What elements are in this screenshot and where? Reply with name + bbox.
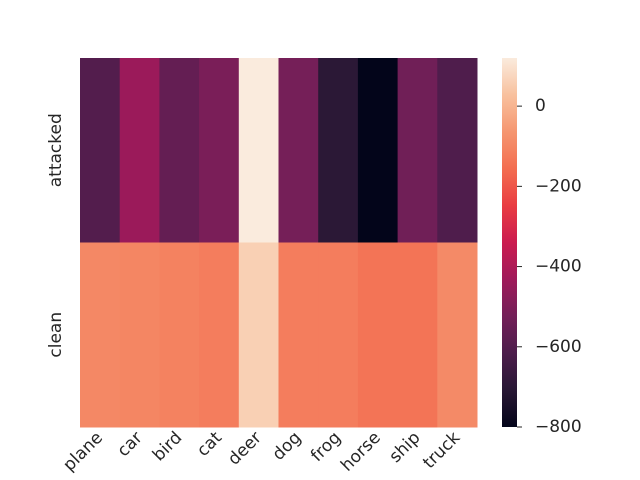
x-tick-label: ship [386, 428, 425, 467]
heatmap-cell [437, 242, 478, 428]
heatmap-cell [238, 242, 279, 428]
heatmap-cell [278, 242, 319, 428]
heatmap-cell [119, 242, 160, 428]
heatmap-cell [238, 58, 279, 243]
heatmap-cell [278, 58, 319, 243]
colorbar-tick-label: −200 [535, 176, 582, 196]
x-tick-label: plane [59, 428, 106, 475]
x-tick-label: horse [337, 428, 385, 476]
heatmap-cell [199, 242, 240, 428]
heatmap-cell [159, 58, 200, 243]
y-tick-label: attacked [46, 113, 66, 187]
colorbar-tick-label: −400 [535, 257, 582, 277]
heatmap-cell [159, 242, 200, 428]
heatmap-cell [357, 58, 399, 243]
x-tick-label: truck [419, 428, 464, 473]
x-tick-label: car [114, 428, 147, 461]
x-tick-label: deer [224, 428, 266, 470]
x-tick-label: cat [193, 428, 226, 461]
heatmap-cell [357, 242, 399, 428]
x-tick-label: dog [269, 428, 306, 465]
heatmap-cell [199, 58, 240, 243]
heatmap-cell [318, 58, 359, 243]
colorbar-tick-label: −600 [535, 337, 582, 357]
x-tick-label: bird [149, 428, 186, 465]
heatmap-cell [437, 58, 478, 243]
colorbar-tick-label: −800 [535, 417, 582, 437]
heatmap-cell [80, 242, 121, 428]
heatmap-cell [397, 58, 438, 243]
heatmap-cell [397, 242, 438, 428]
heatmap-cell [80, 58, 121, 243]
heatmap-cell [119, 58, 160, 243]
colorbar-tick-label: 0 [535, 96, 546, 116]
y-tick-label: clean [46, 312, 66, 358]
colorbar [502, 58, 517, 427]
heatmap-cell [318, 242, 359, 428]
